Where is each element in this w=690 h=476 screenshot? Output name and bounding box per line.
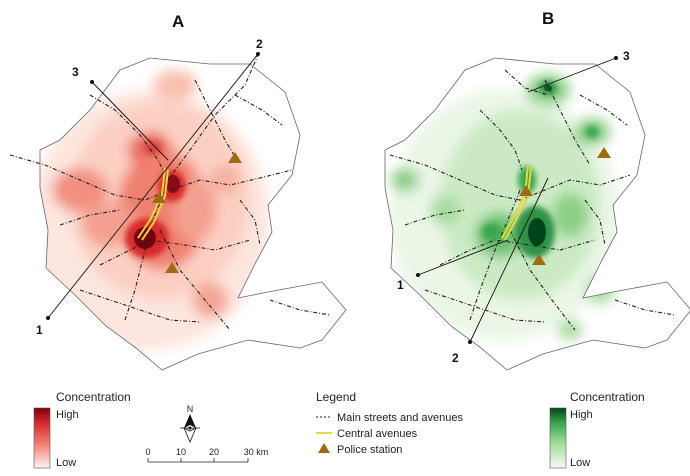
scale-tick: 10	[176, 447, 186, 457]
transect-lines	[47, 53, 259, 319]
north-label: N	[187, 404, 194, 414]
scale-bar: 0 10 20 30 km	[145, 447, 269, 463]
panel-letter-b: B	[542, 9, 554, 28]
transect-label-1: 1	[36, 323, 43, 337]
north-arrow-icon: N	[180, 404, 200, 444]
police-station-icon	[532, 254, 546, 265]
police-station-icon	[228, 152, 242, 163]
scale-title: Concentration	[56, 390, 131, 404]
scale-tick: 30 km	[244, 447, 269, 457]
city-boundary	[384, 57, 690, 371]
city-boundary	[39, 57, 347, 371]
legend-item-streets: Main streets and avenues	[337, 412, 463, 424]
scale-high-label: High	[570, 409, 593, 421]
police-station-icon	[152, 192, 166, 203]
color-ramp	[549, 407, 567, 469]
transect-label-2: 2	[256, 37, 263, 51]
scale-tick: 0	[145, 447, 150, 457]
police-station-icon	[519, 185, 533, 196]
legend-item-central-avenues: Central avenues	[337, 428, 418, 440]
scale-low-label: Low	[56, 457, 76, 469]
transect-label-3: 3	[72, 65, 79, 79]
color-ramp	[33, 407, 51, 469]
police-station-icon	[165, 262, 179, 273]
police-station-icon	[597, 147, 611, 158]
police-stations-a	[152, 152, 242, 273]
central-avenues	[137, 167, 169, 241]
panel-letter-a: A	[172, 12, 184, 31]
map-legend: Legend Main streets and avenues Central …	[316, 390, 463, 456]
transect-lines	[417, 57, 617, 343]
map-panel-b: B 1 2 3	[384, 9, 690, 371]
legend-title: Legend	[316, 390, 356, 404]
transect-label-3: 3	[623, 49, 630, 63]
triangle-icon	[318, 443, 330, 453]
scale-high-label: High	[56, 409, 79, 421]
transect-label-2: 2	[452, 351, 459, 365]
transect-label-1: 1	[397, 278, 404, 292]
scale-title: Concentration	[570, 390, 645, 404]
legend-item-police-station: Police station	[337, 444, 402, 456]
concentration-scale-red: Concentration High Low	[33, 390, 131, 469]
map-panel-a: A 1 2 3	[9, 12, 347, 371]
police-stations-b	[519, 147, 611, 265]
scale-low-label: Low	[570, 457, 590, 469]
heatmap-green	[390, 74, 620, 340]
heatmap-red	[40, 70, 270, 350]
concentration-scale-green: Concentration High Low	[549, 390, 645, 469]
central-avenues	[501, 164, 532, 241]
scale-tick: 20	[209, 447, 219, 457]
